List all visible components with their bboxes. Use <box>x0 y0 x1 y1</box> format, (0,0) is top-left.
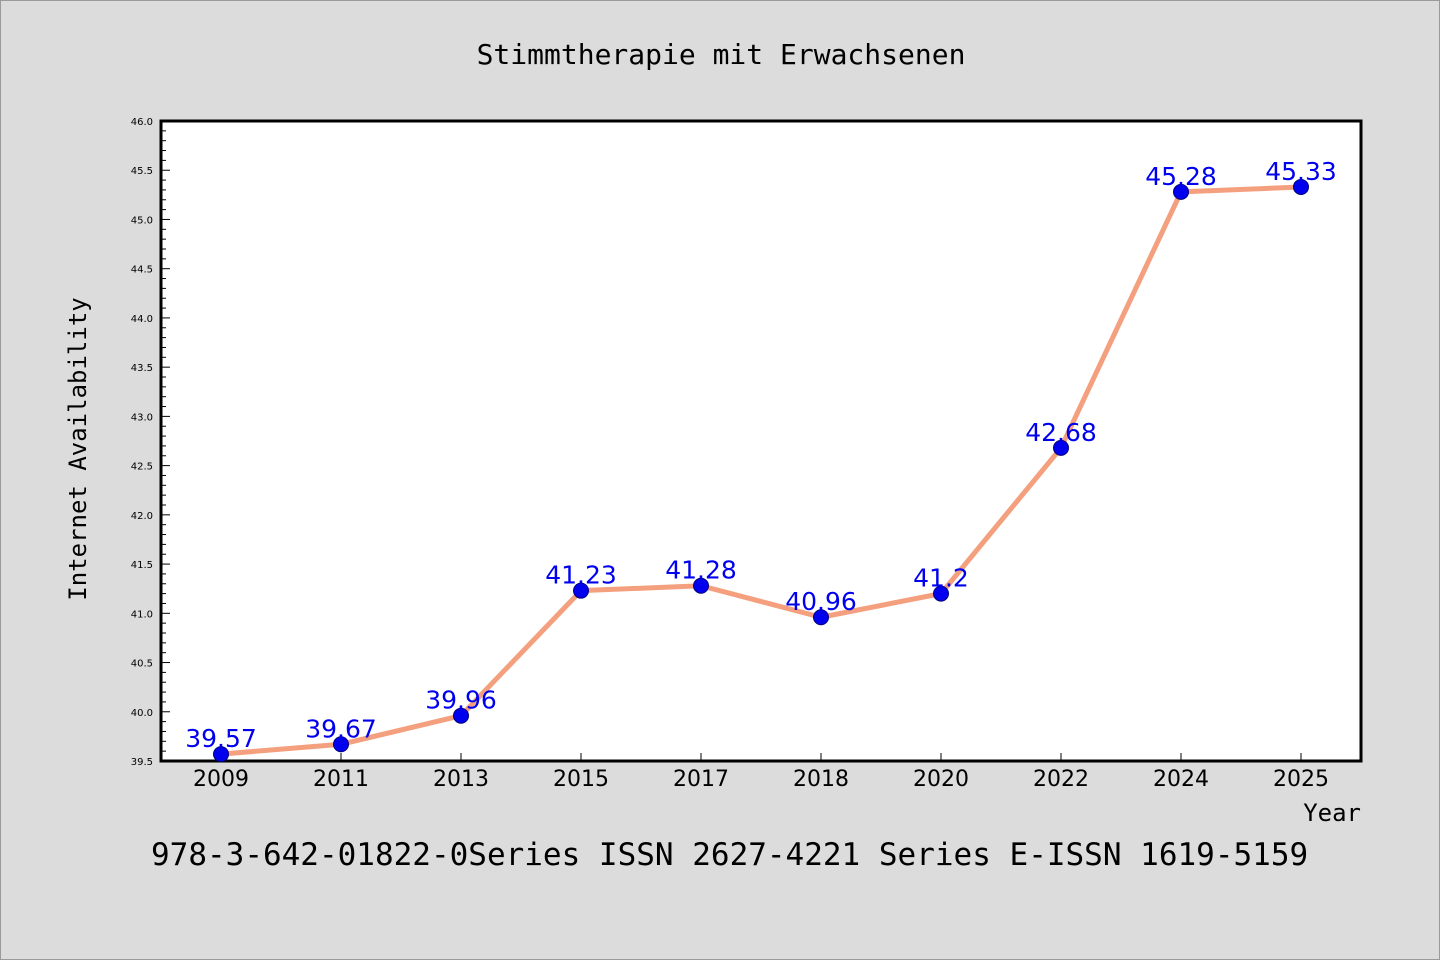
data-point-label: 42.68 <box>1025 418 1097 447</box>
data-point-marker <box>333 736 349 753</box>
y-tick-label: 44.0 <box>131 314 153 325</box>
data-point-marker <box>573 582 589 599</box>
x-tick-label: 2022 <box>1033 767 1089 792</box>
data-point-label: 39.67 <box>305 714 377 743</box>
y-tick-label: 43.5 <box>131 363 153 374</box>
y-tick-label: 40.0 <box>131 708 153 719</box>
y-tick-label: 45.0 <box>131 215 153 226</box>
y-tick-label: 45.5 <box>131 166 153 177</box>
data-point-marker <box>213 746 229 763</box>
x-tick-label: 2009 <box>193 767 249 792</box>
y-tick-label: 39.5 <box>131 757 153 768</box>
data-point-marker <box>813 609 829 626</box>
y-tick-label: 42.0 <box>131 511 153 522</box>
x-tick-label: 2015 <box>553 767 609 792</box>
y-tick-label: 42.5 <box>131 462 153 473</box>
x-tick-label: 2018 <box>793 767 849 792</box>
data-point-label: 39.57 <box>185 724 257 753</box>
data-point-label: 41.23 <box>545 561 617 590</box>
series-markers <box>213 178 1309 763</box>
x-tick-label: 2025 <box>1273 767 1329 792</box>
x-tick-label: 2020 <box>913 767 969 792</box>
data-labels: 39.57 39.67 39.96 41.23 41.28 40.96 41.2 42.68 4… <box>185 157 1337 753</box>
data-point-label: 45.33 <box>1265 157 1337 186</box>
x-axis: 2009 2011 2013 2015 2017 2018 2020 2022 2024 2025 <box>193 753 1329 792</box>
data-point-label: 40.96 <box>785 587 857 616</box>
x-tick-label: 2024 <box>1153 767 1209 792</box>
x-tick-label: 2013 <box>433 767 489 792</box>
data-point-label: 41.28 <box>665 556 737 585</box>
y-tick-label: 46.0 <box>131 117 153 128</box>
y-axis-label: Internet Availability <box>64 297 92 600</box>
series-line <box>220 184 1302 757</box>
data-point-label: 41.2 <box>913 564 969 593</box>
data-point-marker <box>1293 178 1309 195</box>
y-tick-label: 44.5 <box>131 265 153 276</box>
x-axis-label: Year <box>1303 799 1361 827</box>
data-point-marker <box>693 577 709 594</box>
data-point-label: 45.28 <box>1145 162 1217 191</box>
data-point-marker <box>933 585 949 602</box>
chart-title: Stimmtherapie mit Erwachsenen <box>477 38 966 71</box>
y-tick-label: 43.0 <box>131 412 153 423</box>
data-point-marker <box>1053 439 1069 456</box>
data-point-marker <box>453 707 469 724</box>
data-point-label: 39.96 <box>425 686 497 715</box>
plot-area <box>159 119 1363 763</box>
data-point-marker <box>1173 183 1189 200</box>
y-tick-label: 41.5 <box>131 560 153 571</box>
y-axis: 39.5 40.0 40.5 41.0 41.5 42.0 42.5 43.0 43.5 44.0… <box>131 117 170 768</box>
x-tick-label: 2011 <box>313 767 369 792</box>
y-tick-label: 40.5 <box>131 659 153 670</box>
footer-isbn-text: 978-3-642-01822-0Series ISSN 2627-4221 S… <box>151 837 1308 873</box>
y-tick-label: 41.0 <box>131 609 153 620</box>
x-tick-label: 2017 <box>673 767 729 792</box>
